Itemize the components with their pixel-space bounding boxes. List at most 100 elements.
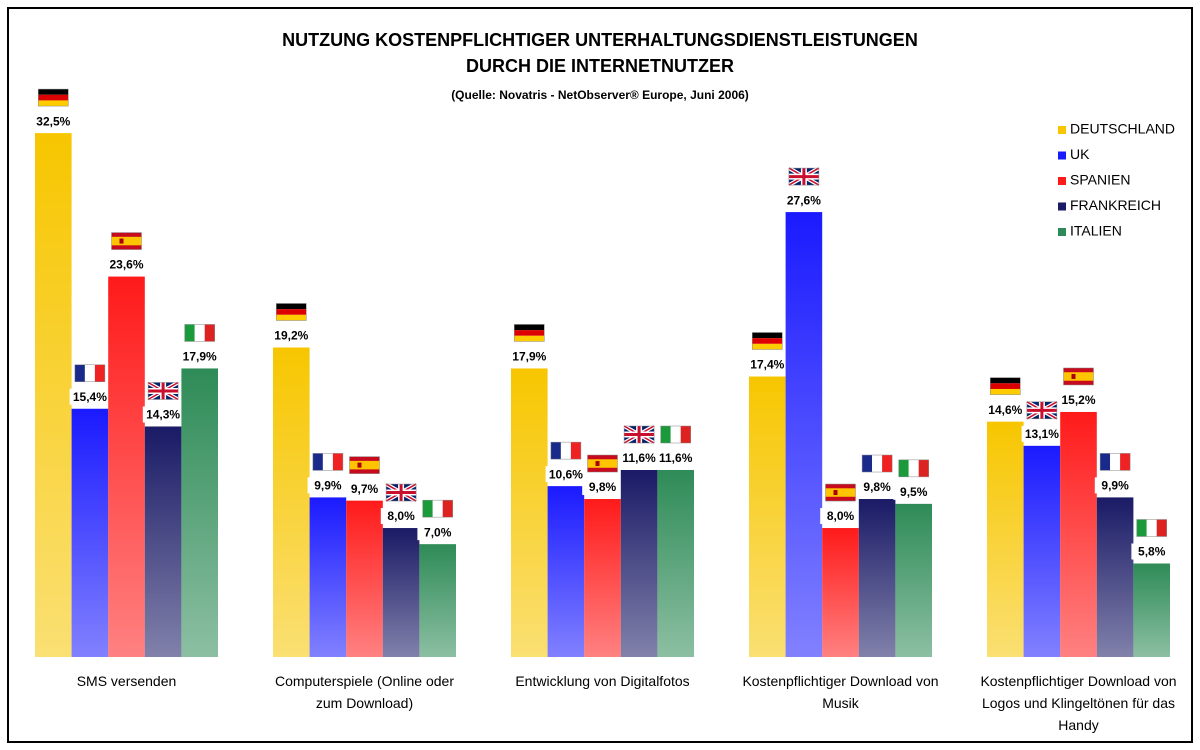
value-label: 9,8% <box>863 480 891 494</box>
value-label-bg <box>69 388 111 405</box>
value-label-bg <box>106 256 147 273</box>
value-label: 17,9% <box>512 350 546 364</box>
value-label: 9,9% <box>314 479 342 493</box>
legend-swatch <box>1058 151 1066 160</box>
legend-swatch <box>1058 177 1066 185</box>
bar <box>71 408 109 657</box>
value-label: 15,4% <box>73 390 107 404</box>
value-label: 14,6% <box>988 403 1022 417</box>
value-label-bg <box>1058 391 1099 408</box>
bar <box>511 368 548 657</box>
bar <box>309 497 347 657</box>
value-label-bg <box>344 480 385 497</box>
value-label-bg <box>307 477 349 494</box>
value-label-bg <box>179 348 220 365</box>
value-label-bg <box>893 483 934 500</box>
bar <box>419 544 456 657</box>
flag <box>1025 400 1058 421</box>
value-label: 15,2% <box>1061 393 1095 407</box>
legend-swatch <box>1058 202 1066 211</box>
value-label: 11,6% <box>622 451 656 465</box>
value-label-bg <box>509 348 550 365</box>
bar <box>584 499 621 657</box>
flag <box>990 377 1021 395</box>
flag <box>422 499 453 518</box>
flag <box>74 364 106 383</box>
flag <box>550 441 582 460</box>
flag <box>825 483 856 502</box>
flag <box>623 424 656 445</box>
flag <box>1063 367 1094 386</box>
chart-title: NUTZUNG KOSTENPFLICHTIGER UNTERHALTUNGSD… <box>282 30 918 50</box>
value-label-bg <box>1131 543 1172 560</box>
flag <box>385 482 418 503</box>
bar <box>858 499 896 657</box>
value-label: 19,2% <box>274 329 308 343</box>
value-label-bg <box>1094 477 1136 494</box>
bar <box>620 470 658 657</box>
flag <box>1099 453 1131 471</box>
bar <box>144 426 182 657</box>
value-label: 9,8% <box>589 480 617 494</box>
flag <box>752 332 783 350</box>
value-label-bg <box>582 479 623 496</box>
x-tick-label: Computerspiele (Online oder zum Download… <box>275 673 454 711</box>
flag <box>111 232 142 250</box>
value-label: 8,0% <box>827 509 855 523</box>
value-label-bg <box>655 450 696 467</box>
bar <box>35 133 72 658</box>
value-label: 17,9% <box>183 350 217 364</box>
bar <box>657 470 694 657</box>
value-label-bg <box>545 466 587 483</box>
value-label: 13,1% <box>1025 427 1059 441</box>
value-label-bg <box>417 524 458 541</box>
legend-label: DEUTSCHLAND <box>1070 121 1175 137</box>
value-label: 10,6% <box>549 467 583 481</box>
value-label-bg <box>856 479 898 496</box>
flag <box>38 88 69 107</box>
value-label-bg <box>380 508 422 525</box>
flag <box>787 166 820 187</box>
value-label-bg <box>783 192 825 209</box>
flag <box>184 324 215 342</box>
chart-subtitle: (Quelle: Novatris - NetObserver® Europe,… <box>451 88 749 102</box>
value-label: 9,7% <box>351 482 379 496</box>
bar <box>181 368 218 657</box>
legend-label: ITALIEN <box>1070 223 1122 239</box>
value-label: 5,8% <box>1138 545 1166 559</box>
legend-label: FRANKREICH <box>1070 197 1161 213</box>
flag <box>861 454 893 473</box>
bar <box>547 486 585 657</box>
value-label: 32,5% <box>36 114 70 128</box>
x-tick-label: Kostenpflichtiger Download von Musik <box>742 673 939 711</box>
value-label-bg <box>33 113 74 130</box>
flag <box>312 453 344 471</box>
value-label: 9,5% <box>900 485 928 499</box>
value-label: 17,4% <box>750 358 784 372</box>
value-label: 14,3% <box>146 408 180 422</box>
bar <box>785 212 823 657</box>
flag <box>349 456 380 474</box>
value-label-bg <box>618 450 660 467</box>
bar <box>1133 563 1170 657</box>
legend-swatch <box>1058 228 1066 236</box>
bar <box>382 528 420 657</box>
value-label: 8,0% <box>387 509 415 523</box>
bar <box>1023 445 1061 657</box>
bar <box>822 528 859 657</box>
value-label: 23,6% <box>109 258 143 272</box>
value-label: 27,6% <box>787 193 821 207</box>
bar <box>346 500 383 657</box>
bar <box>895 503 932 657</box>
legend-label: UK <box>1070 146 1090 162</box>
value-label-bg <box>747 356 788 373</box>
value-label-bg <box>1021 425 1063 442</box>
value-label: 11,6% <box>659 451 693 465</box>
flag <box>514 324 545 342</box>
bar <box>1096 497 1134 657</box>
legend-label: SPANIEN <box>1070 172 1130 188</box>
value-label-bg <box>985 401 1026 418</box>
x-tick-label: Entwicklung von Digitalfotos <box>515 673 690 689</box>
